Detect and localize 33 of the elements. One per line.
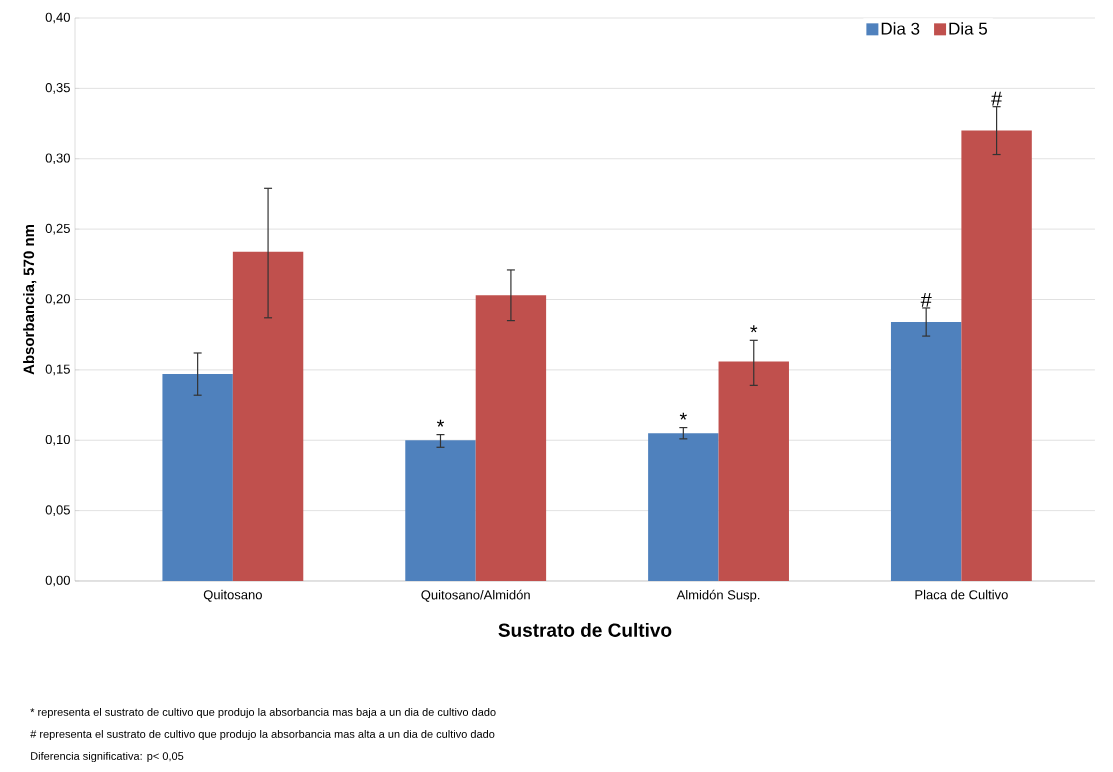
y-tick-label: 0,30 xyxy=(45,153,70,165)
bar xyxy=(405,440,476,581)
x-tick-label: Quitosano xyxy=(203,589,262,602)
text: # representa el sustrato de cultivo que produjo la absorbancia mas alta a un dia de cultivo dado xyxy=(30,729,495,741)
legend-label: Dia 3 xyxy=(881,22,920,35)
bar xyxy=(232,251,304,581)
text: * representa el sustrato de cultivo que produjo la absorbancia mas baja a un dia de cultivo dado xyxy=(30,707,496,719)
bar xyxy=(162,374,233,581)
x-tick-label: Almidón Susp. xyxy=(676,589,760,603)
y-tick-label: 0,20 xyxy=(45,294,70,305)
annotation: * xyxy=(679,412,687,420)
bar xyxy=(475,295,547,581)
y-tick-label: 0,15 xyxy=(45,364,70,376)
x-axis-title: Sustrato de Cultivo xyxy=(498,622,672,637)
bar xyxy=(961,130,1032,581)
x-tick-label: Placa de Cultivo xyxy=(915,589,1008,600)
bar xyxy=(718,361,789,581)
annotation: # xyxy=(920,293,932,307)
legend-label: Dia 5 xyxy=(949,22,988,35)
y-tick-label: 0,40 xyxy=(45,12,70,24)
y-axis-title: Absorbancia, 570 nm xyxy=(23,225,37,375)
annotation: * xyxy=(436,419,445,427)
bar xyxy=(648,433,719,581)
annotation: # xyxy=(991,91,1003,106)
y-tick-label: 0,00 xyxy=(45,575,70,587)
annotation: * xyxy=(750,325,758,333)
y-tick-label: 0,10 xyxy=(45,434,70,446)
bar xyxy=(890,322,962,581)
y-tick-label: 0,05 xyxy=(45,505,70,516)
y-tick-label: 0,35 xyxy=(45,83,70,94)
y-tick-label: 0,25 xyxy=(45,223,70,235)
x-tick-label: Quitosano/Almidón xyxy=(421,589,530,602)
text: Diferencia significativa: p< 0,05 xyxy=(31,751,184,763)
